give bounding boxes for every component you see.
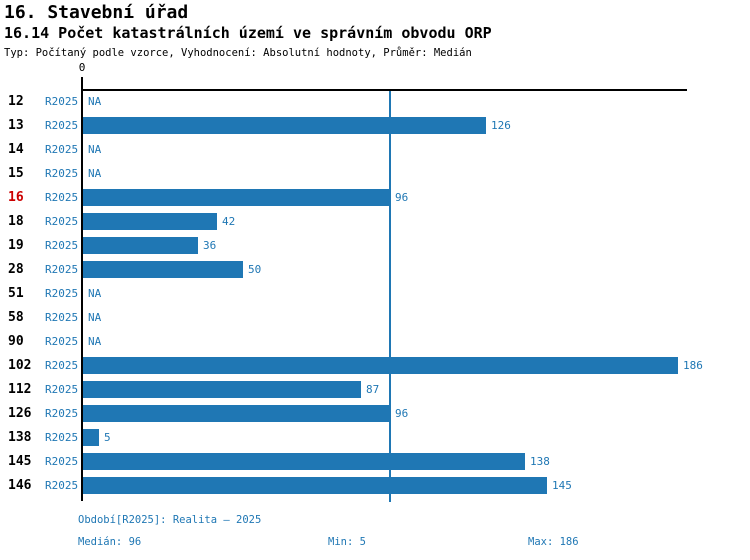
row-category-label: 28 [8, 262, 24, 277]
row-series-label: R2025 [45, 431, 79, 444]
bar-value-label: 126 [491, 119, 511, 132]
row-series-label: R2025 [45, 215, 79, 228]
bar [83, 213, 217, 230]
bar-chart-row: 16 R2025 96 [0, 186, 750, 210]
median-reference-line [389, 90, 391, 502]
row-series-label: R2025 [45, 383, 79, 396]
row-series-label: R2025 [45, 335, 79, 348]
x-axis-line [82, 89, 687, 91]
row-category-label: 14 [8, 142, 24, 157]
row-series-label: R2025 [45, 95, 79, 108]
row-category-label: 146 [8, 478, 32, 493]
bar-value-label: 36 [203, 239, 217, 252]
row-series-label: R2025 [45, 119, 79, 132]
bar-chart-row: 102 R2025 186 [0, 354, 750, 378]
bar [83, 357, 678, 374]
row-series-label: R2025 [45, 239, 79, 252]
bar-value-label: 145 [552, 479, 572, 492]
bar-value-label: 87 [366, 383, 380, 396]
bar-chart-row: 90 R2025 NA [0, 330, 750, 354]
row-series-label: R2025 [45, 191, 79, 204]
bar-value-label: 186 [683, 359, 703, 372]
bar-chart-row: 14 R2025 NA [0, 138, 750, 162]
bar-chart-row: 138 R2025 5 [0, 426, 750, 450]
row-category-label: 16 [8, 190, 24, 205]
bar-chart-row: 51 R2025 NA [0, 282, 750, 306]
row-series-label: R2025 [45, 479, 79, 492]
row-series-label: R2025 [45, 407, 79, 420]
bar-value-label: 50 [248, 263, 262, 276]
row-category-label: 90 [8, 334, 24, 349]
row-category-label: 138 [8, 430, 32, 445]
bar-chart-row: 146 R2025 145 [0, 474, 750, 498]
bar-chart-row: 28 R2025 50 [0, 258, 750, 282]
bar-chart: 12 R2025 NA 13 R2025 126 14 R2025 NA 15 … [0, 90, 750, 500]
legend-period: Období[R2025]: Realita – 2025 [78, 514, 262, 526]
bar-value-label: 138 [530, 455, 550, 468]
bar [83, 429, 99, 446]
bar-value-label: 42 [222, 215, 236, 228]
row-category-label: 13 [8, 118, 24, 133]
bar-chart-row: 13 R2025 126 [0, 114, 750, 138]
bar-value-label: NA [88, 287, 102, 300]
row-category-label: 58 [8, 310, 24, 325]
bar [83, 453, 525, 470]
row-series-label: R2025 [45, 359, 79, 372]
row-category-label: 15 [8, 166, 24, 181]
bar [83, 381, 361, 398]
bar-chart-row: 19 R2025 36 [0, 234, 750, 258]
bar-value-label: 5 [104, 431, 111, 444]
stat-min: Min: 5 [328, 536, 366, 548]
bar-value-label: NA [88, 95, 102, 108]
bar-chart-row: 18 R2025 42 [0, 210, 750, 234]
bar [83, 477, 547, 494]
bar-value-label: 96 [395, 191, 409, 204]
row-series-label: R2025 [45, 143, 79, 156]
bar-value-label: NA [88, 143, 102, 156]
row-category-label: 18 [8, 214, 24, 229]
stat-max: Max: 186 [528, 536, 579, 548]
row-series-label: R2025 [45, 287, 79, 300]
bar-chart-row: 58 R2025 NA [0, 306, 750, 330]
x-axis-zero-tick-label: 0 [78, 61, 86, 74]
row-category-label: 102 [8, 358, 32, 373]
row-category-label: 126 [8, 406, 32, 421]
row-category-label: 19 [8, 238, 24, 253]
row-series-label: R2025 [45, 167, 79, 180]
bar-chart-row: 12 R2025 NA [0, 90, 750, 114]
report-section-title: 16. Stavební úřad [4, 2, 189, 23]
bar-value-label: NA [88, 311, 102, 324]
bar [83, 189, 390, 206]
bar-chart-row: 126 R2025 96 [0, 402, 750, 426]
bar [83, 405, 390, 422]
row-category-label: 12 [8, 94, 24, 109]
bar-chart-row: 15 R2025 NA [0, 162, 750, 186]
bar [83, 237, 198, 254]
bar-value-label: NA [88, 335, 102, 348]
bar-value-label: NA [88, 167, 102, 180]
row-category-label: 145 [8, 454, 32, 469]
bar-chart-row: 145 R2025 138 [0, 450, 750, 474]
bar-chart-row: 112 R2025 87 [0, 378, 750, 402]
chart-subtitle: Typ: Počítaný podle vzorce, Vyhodnocení:… [4, 47, 472, 59]
row-series-label: R2025 [45, 455, 79, 468]
row-category-label: 51 [8, 286, 24, 301]
row-series-label: R2025 [45, 263, 79, 276]
bar-value-label: 96 [395, 407, 409, 420]
bar [83, 117, 486, 134]
y-axis-line [81, 77, 83, 501]
chart-title: 16.14 Počet katastrálních území ve správ… [4, 24, 492, 42]
row-series-label: R2025 [45, 311, 79, 324]
bar [83, 261, 243, 278]
row-category-label: 112 [8, 382, 32, 397]
stat-median: Medián: 96 [78, 536, 142, 548]
